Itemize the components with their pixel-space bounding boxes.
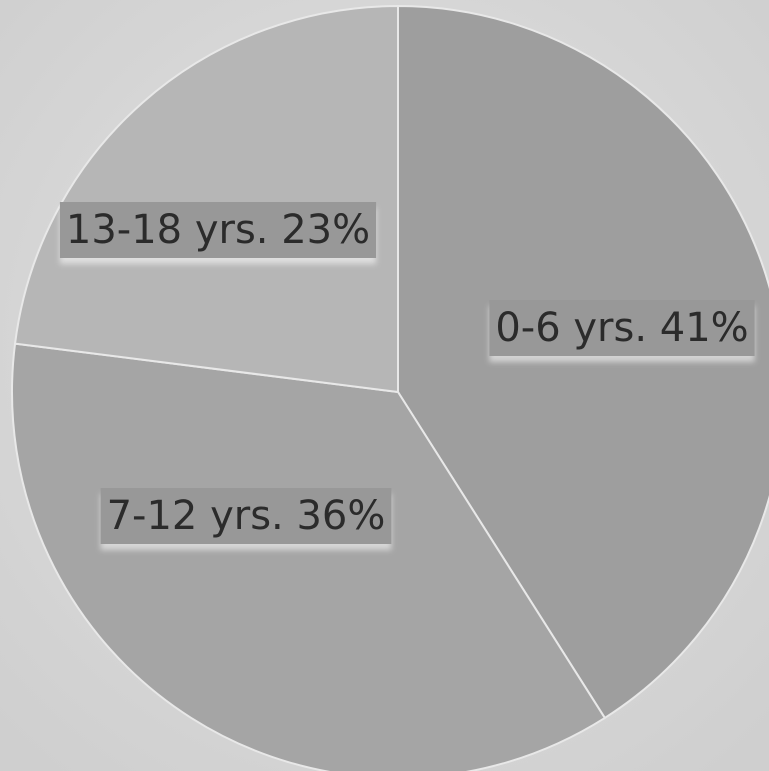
slice-label: 7-12 yrs. 36% [107, 493, 386, 539]
pie-slice-2 [11, 342, 607, 771]
slice-label: 13-18 yrs. 23% [66, 207, 370, 253]
slice-label-group-3: 13-18 yrs. 23% [59, 202, 377, 258]
slice-label-background [100, 488, 392, 544]
pie-labels: 0-6 yrs. 41% 7-12 yrs. 36% 13-18 yrs. 23% [59, 202, 755, 544]
slice-label-group-1: 0-6 yrs. 41% [489, 300, 755, 356]
pie-slice-3 [13, 4, 399, 394]
slice-label-background [489, 300, 755, 356]
pie-slices [11, 4, 769, 771]
slice-label-group-2: 7-12 yrs. 36% [100, 488, 392, 544]
slice-label-background [59, 202, 377, 258]
slice-label: 0-6 yrs. 41% [495, 305, 748, 351]
